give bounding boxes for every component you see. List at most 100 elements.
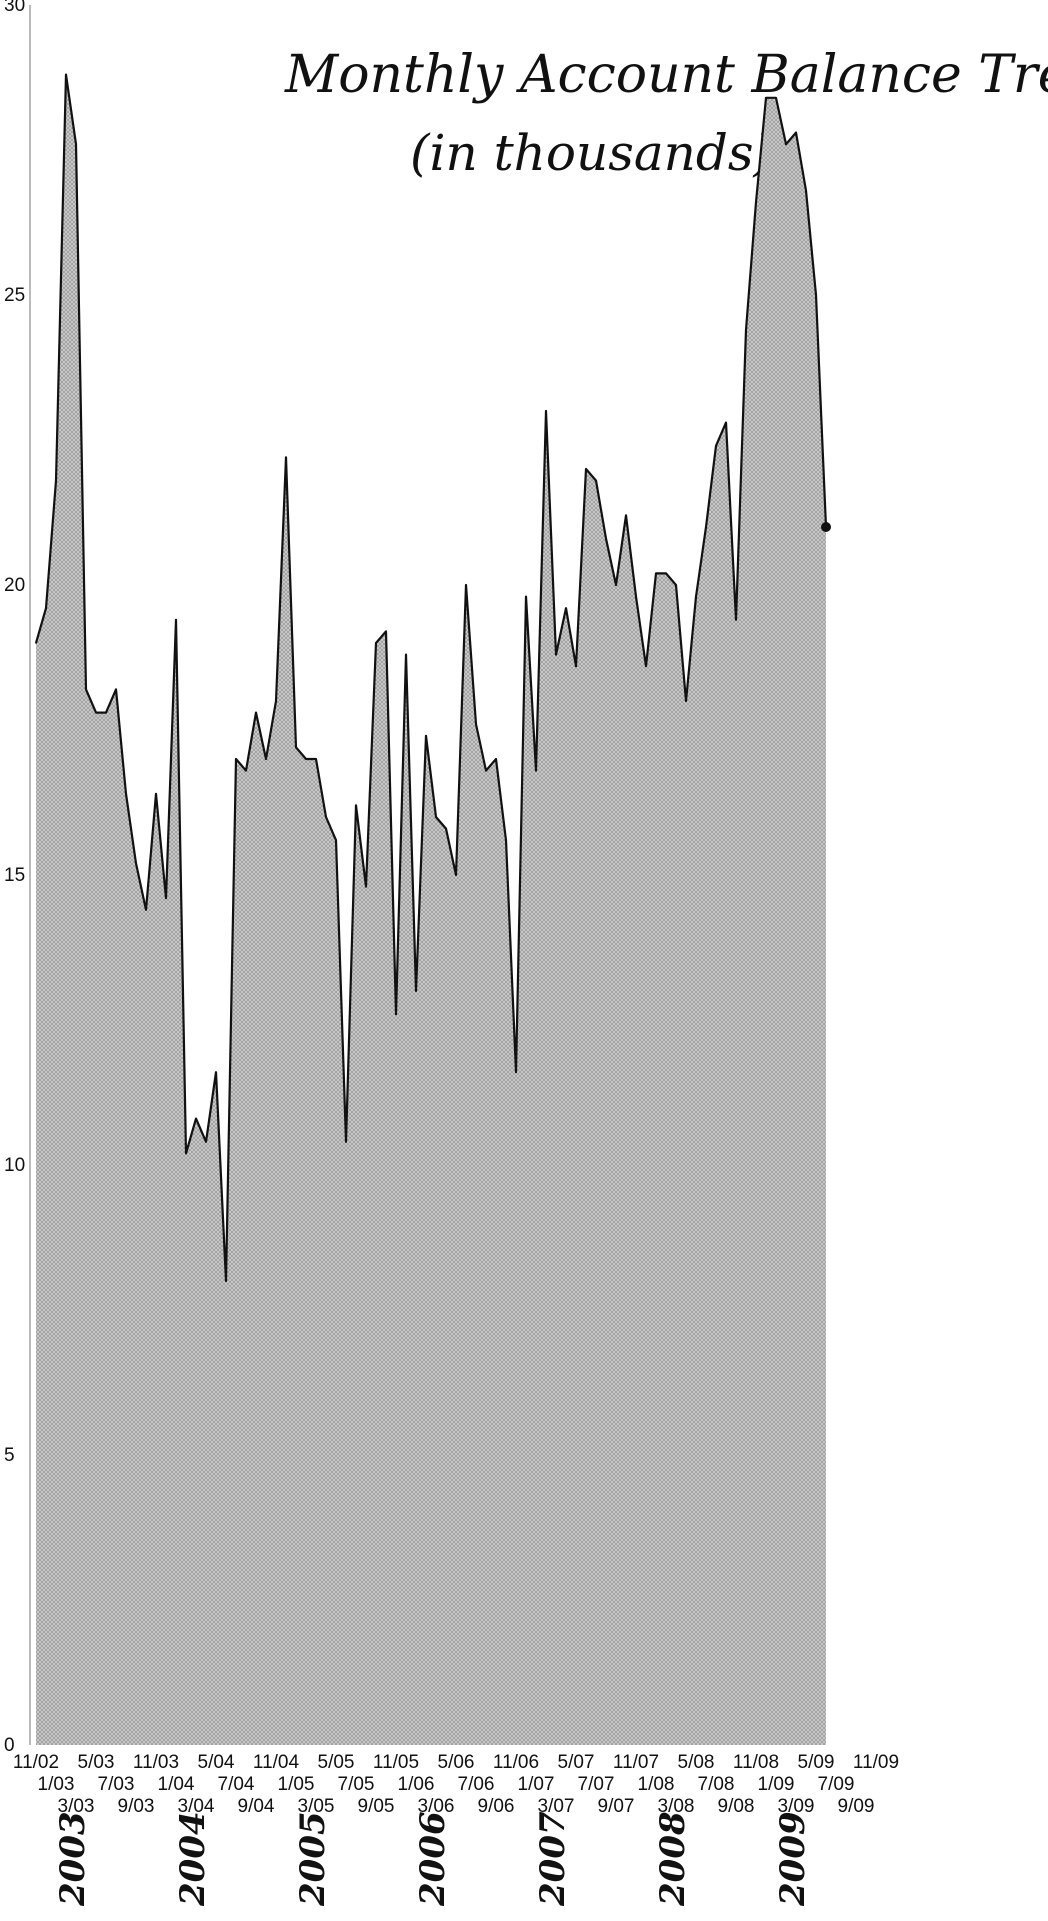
data-point: [335, 839, 337, 841]
x-tick-label: 3/08: [658, 1796, 695, 1817]
x-tick-label: 9/05: [358, 1796, 395, 1817]
data-point: [465, 584, 467, 586]
y-tick-label: 25: [4, 285, 25, 306]
data-point: [95, 711, 97, 714]
data-point: [45, 607, 47, 609]
x-tick-label: 7/06: [458, 1774, 495, 1795]
data-point: [445, 827, 447, 830]
x-tick-label: 11/08: [733, 1752, 779, 1773]
x-tick-label: 9/06: [478, 1796, 515, 1817]
data-point: [695, 595, 697, 598]
data-point: [605, 537, 607, 540]
data-point: [245, 769, 247, 772]
data-point: [615, 584, 617, 586]
data-point: [675, 584, 677, 586]
data-point: [755, 201, 757, 203]
x-tick-label: 1/09: [758, 1774, 795, 1795]
data-point: [425, 735, 427, 737]
data-point: [55, 479, 57, 482]
data-point: [535, 769, 537, 772]
data-point: [455, 874, 457, 876]
x-tick-label: 1/03: [38, 1774, 75, 1795]
data-point: [685, 700, 687, 702]
x-tick-label: 9/08: [718, 1796, 755, 1817]
data-point: [585, 468, 587, 470]
data-point: [485, 769, 487, 772]
data-point: [125, 793, 127, 795]
year-labels: 2003 2004 2005 2006 2007 2008 2009: [53, 1811, 813, 1907]
data-point: [545, 410, 547, 412]
data-point: [595, 479, 597, 482]
data-point: [315, 758, 317, 760]
data-point: [645, 665, 647, 667]
x-tick-label: 3/06: [418, 1796, 455, 1817]
data-point: [435, 816, 437, 818]
chart-title: Monthly Account Balance Tren: [284, 45, 1048, 105]
x-tick-label: 7/08: [698, 1774, 735, 1795]
data-point: [195, 1117, 197, 1120]
x-tick-label: 5/06: [438, 1752, 475, 1773]
y-tick-label: 10: [4, 1155, 25, 1176]
y-tick-label: 30: [4, 0, 25, 16]
x-tick-label: 3/05: [298, 1796, 335, 1817]
data-point: [345, 1141, 347, 1143]
data-point: [405, 653, 407, 656]
x-tick-label: 3/09: [778, 1796, 815, 1817]
data-point: [105, 711, 107, 714]
year-label: 2009: [773, 1811, 813, 1907]
data-point: [765, 97, 767, 99]
data-point: [565, 607, 567, 609]
data-point: [285, 456, 287, 459]
data-point: [355, 804, 357, 807]
x-tick-label: 9/07: [598, 1796, 635, 1817]
data-point: [305, 758, 307, 760]
x-tick-label: 11/05: [373, 1752, 419, 1773]
x-tick-label: 9/09: [838, 1796, 875, 1817]
x-tick-label: 9/03: [118, 1796, 155, 1817]
balance-series-line: [34, 73, 828, 1283]
data-point: [375, 642, 377, 644]
y-tick-label: 20: [4, 575, 25, 596]
data-point: [235, 758, 237, 760]
data-point: [821, 522, 831, 532]
x-tick-label: 11/03: [133, 1752, 179, 1773]
x-tick-label: 5/08: [678, 1752, 715, 1773]
y-tick-label: 0: [4, 1735, 15, 1756]
x-tick-label: 1/07: [518, 1774, 555, 1795]
year-label: 2006: [413, 1811, 453, 1907]
y-tick-label: 15: [4, 865, 25, 886]
data-point: [575, 665, 577, 667]
x-tick-label: 5/05: [318, 1752, 355, 1773]
x-tick-label: 1/04: [158, 1774, 195, 1795]
x-tick-label: 7/05: [338, 1774, 375, 1795]
data-point: [385, 630, 387, 633]
data-point: [365, 885, 367, 888]
x-tick-label: 11/07: [613, 1752, 659, 1773]
x-tick-label: 5/09: [798, 1752, 835, 1773]
data-point: [705, 526, 707, 528]
data-point: [475, 723, 477, 725]
data-point: [115, 688, 117, 691]
data-point: [805, 189, 807, 192]
x-tick-label: 7/07: [578, 1774, 615, 1795]
data-point: [255, 711, 257, 714]
x-tick-label: 7/03: [98, 1774, 135, 1795]
data-point: [165, 897, 167, 899]
x-tick-label: 3/04: [178, 1796, 215, 1817]
x-tick-label: 1/05: [278, 1774, 315, 1795]
x-tick-label: 5/03: [78, 1752, 115, 1773]
x-tick-label: 11/02: [13, 1752, 59, 1773]
y-tick-label: 5: [4, 1445, 15, 1466]
year-label: 2007: [533, 1811, 573, 1907]
data-point: [225, 1280, 227, 1282]
data-point: [555, 653, 557, 656]
data-point: [795, 131, 797, 134]
x-tick-label: 7/04: [218, 1774, 255, 1795]
x-tick-label: 11/06: [493, 1752, 539, 1773]
year-label: 2008: [653, 1811, 693, 1907]
data-point: [35, 642, 37, 644]
y-axis: 0 5 10 15 20 25 30: [4, 0, 31, 1756]
data-point: [815, 294, 817, 296]
data-point: [265, 758, 267, 760]
